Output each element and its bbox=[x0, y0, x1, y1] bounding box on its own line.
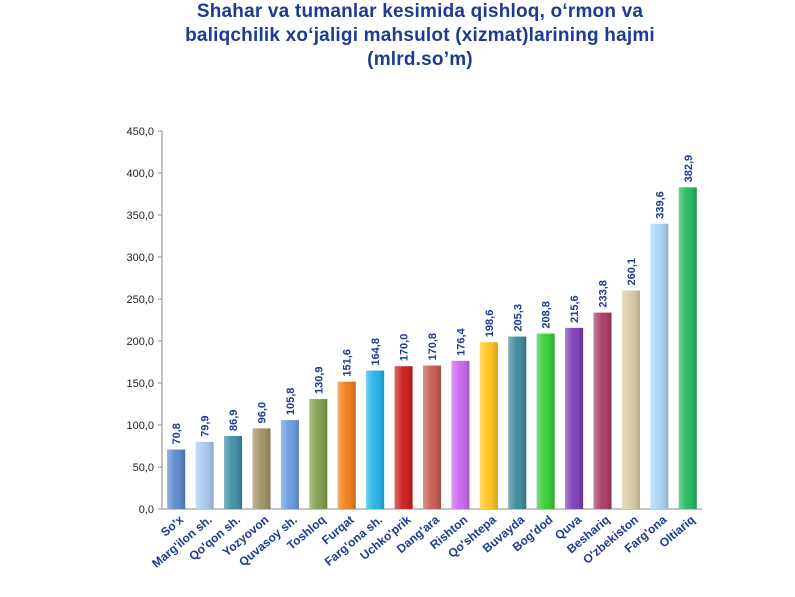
bar bbox=[451, 360, 470, 509]
data-label: 105,8 bbox=[285, 388, 297, 416]
chart-title-line-2: baliqchilik xo‘jaligi mahsulot (xizmat)l… bbox=[185, 25, 655, 46]
data-label: 176,4 bbox=[455, 327, 467, 355]
bar bbox=[309, 399, 328, 509]
bar bbox=[337, 381, 356, 509]
data-label: 130,9 bbox=[313, 367, 325, 395]
bar-shading bbox=[394, 366, 413, 509]
data-label: 233,8 bbox=[598, 280, 610, 308]
chart-title-line-1: Shahar va tumanlar kesimida qishloq, o‘r… bbox=[196, 1, 644, 22]
bar-shading bbox=[337, 381, 356, 509]
chart-title-line-3: (mlrd.so’m) bbox=[367, 49, 473, 70]
bar-shading bbox=[565, 327, 584, 509]
data-label: 70,8 bbox=[171, 423, 183, 444]
bar bbox=[366, 370, 385, 509]
data-label: 215,6 bbox=[569, 295, 581, 323]
y-tick-label: 450,0 bbox=[126, 126, 154, 138]
bar bbox=[280, 420, 299, 509]
bars bbox=[167, 187, 697, 509]
y-tick-label: 100,0 bbox=[126, 420, 154, 432]
data-label: 260,1 bbox=[626, 258, 638, 286]
chart-title: Shahar va tumanlar kesimida qishloq, o‘r… bbox=[100, 0, 740, 72]
bar bbox=[508, 336, 527, 509]
bar-shading bbox=[366, 370, 385, 509]
bar bbox=[565, 327, 584, 509]
data-label: 79,9 bbox=[200, 415, 212, 436]
bar-shading bbox=[621, 290, 640, 509]
bar-shading bbox=[536, 333, 555, 509]
y-tick-label: 350,0 bbox=[126, 210, 154, 222]
bar bbox=[224, 436, 243, 509]
bar-shading bbox=[479, 342, 498, 509]
bar bbox=[195, 441, 214, 509]
bar-shading bbox=[451, 360, 470, 509]
bar-shading bbox=[280, 420, 299, 509]
bar bbox=[423, 365, 441, 509]
data-label: 170,0 bbox=[399, 334, 411, 362]
bar-shading bbox=[224, 436, 243, 509]
bar bbox=[678, 187, 697, 509]
y-tick-label: 50,0 bbox=[133, 462, 154, 474]
data-label: 170,8 bbox=[427, 333, 439, 361]
data-label: 339,6 bbox=[654, 191, 666, 219]
y-tick-label: 250,0 bbox=[126, 294, 154, 306]
bar-shading bbox=[593, 312, 612, 509]
bar bbox=[621, 290, 640, 509]
bar-shading bbox=[309, 399, 328, 509]
data-label: 96,0 bbox=[256, 402, 268, 423]
data-label: 382,9 bbox=[683, 155, 695, 183]
bar-shading bbox=[508, 336, 527, 509]
data-label: 86,9 bbox=[228, 410, 240, 431]
data-label: 205,3 bbox=[512, 304, 524, 332]
bar bbox=[479, 342, 498, 509]
bar bbox=[252, 428, 271, 509]
data-labels: 70,8 79,9 86,9 96,0 105,8 130,9 151,6 164,8 170,… bbox=[171, 155, 695, 445]
data-label: 164,8 bbox=[370, 338, 382, 366]
bar-shading bbox=[195, 441, 214, 509]
bar bbox=[167, 449, 186, 509]
data-label: 198,6 bbox=[484, 310, 496, 338]
bar bbox=[593, 312, 612, 509]
bar-shading bbox=[678, 187, 697, 509]
y-tick-label: 400,0 bbox=[126, 168, 154, 180]
bar-shading bbox=[423, 365, 441, 509]
y-ticks: 0,0 50,0 100,0 150,0 200,0 250,0 300,0 350,0 400… bbox=[126, 126, 162, 516]
bar-shading bbox=[252, 428, 271, 509]
y-tick-label: 300,0 bbox=[126, 252, 154, 264]
bar bbox=[650, 223, 669, 509]
data-label: 208,8 bbox=[541, 301, 553, 329]
bar-shading bbox=[650, 223, 669, 509]
data-label: 151,6 bbox=[342, 349, 354, 377]
bar-shading bbox=[167, 449, 186, 509]
y-tick-label: 150,0 bbox=[126, 378, 154, 390]
y-tick-label: 0,0 bbox=[139, 504, 154, 516]
bar bbox=[394, 366, 413, 509]
bar bbox=[536, 333, 555, 509]
y-tick-label: 200,0 bbox=[126, 336, 154, 348]
